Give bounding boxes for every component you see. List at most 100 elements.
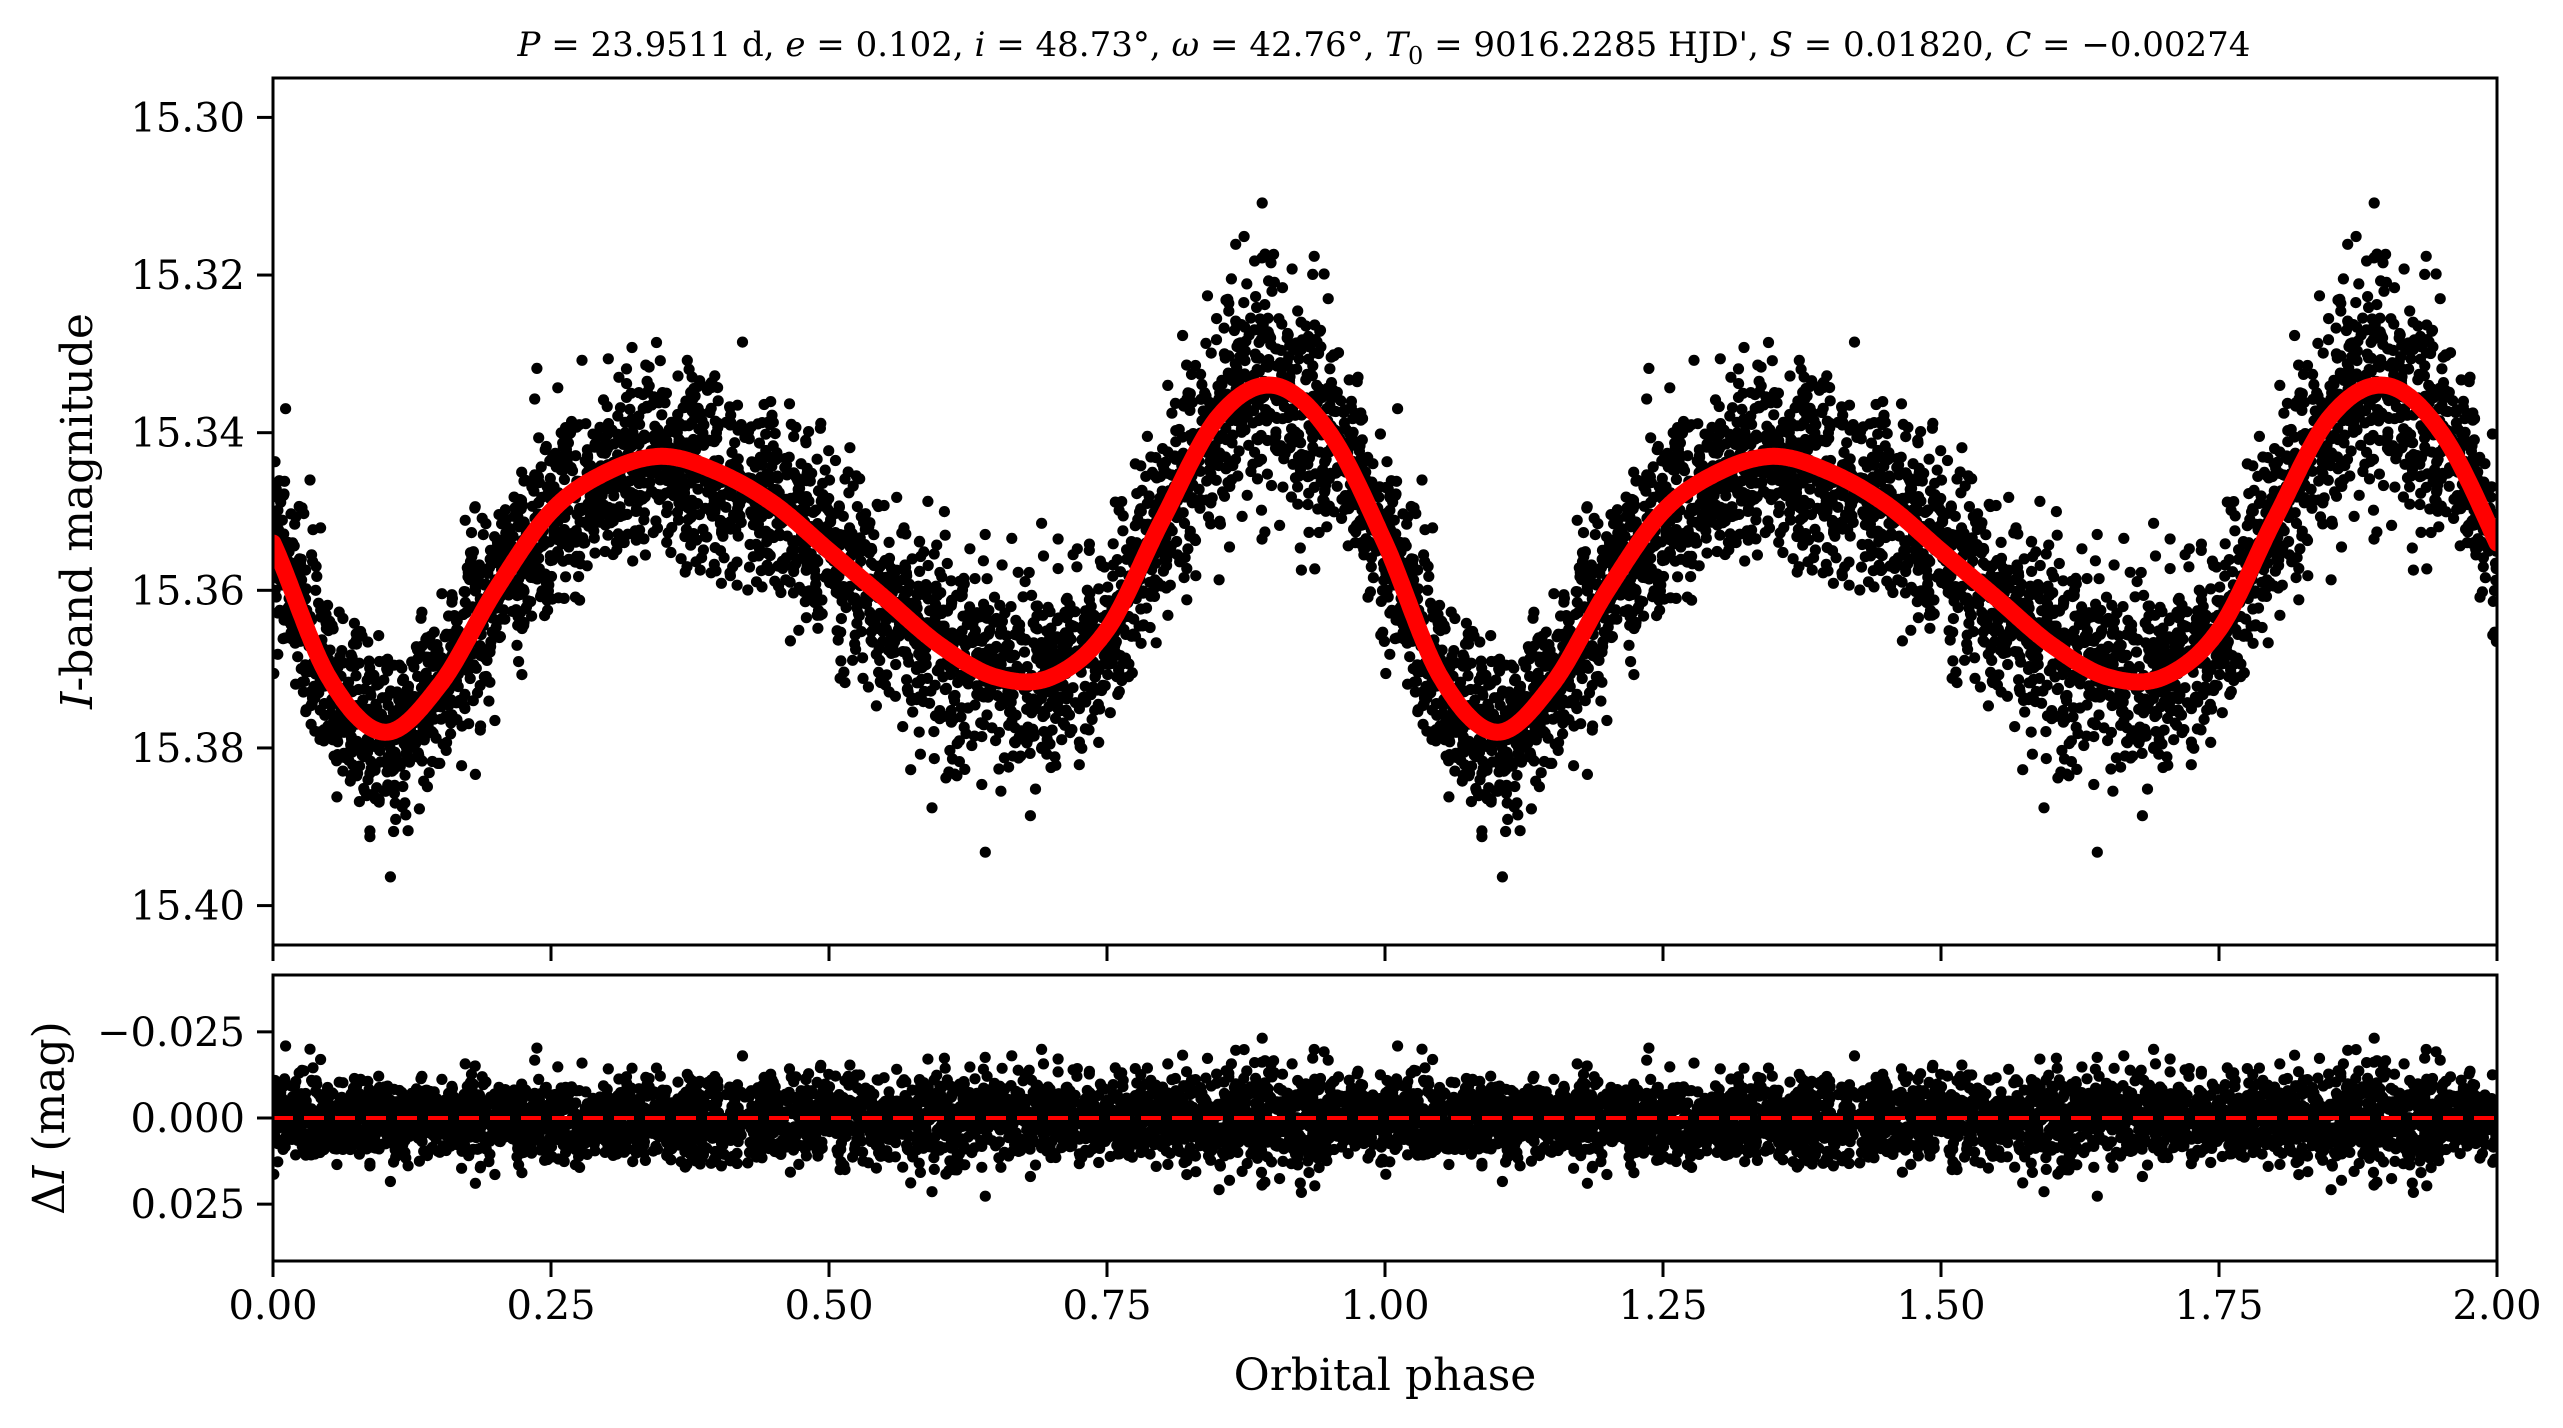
data-point [1239,321,1251,333]
data-point [742,584,754,596]
data-point [1097,679,1109,692]
data-point [1291,363,1303,375]
data-point [1255,453,1268,465]
data-point [1067,682,1079,694]
data-point [1015,725,1027,737]
data-point [511,639,523,651]
data-point [2337,273,2349,285]
data-point [2268,458,2280,470]
data-point [632,433,644,445]
data-point [1226,474,1238,486]
data-point [483,695,495,707]
data-point [1060,704,1072,716]
data-point [1278,453,1290,465]
data-point [996,559,1008,571]
data-point [1259,526,1271,538]
data-point [273,456,281,468]
data-point [709,370,721,382]
data-point [364,831,376,843]
data-point [535,461,547,473]
data-point [1190,570,1202,582]
data-point [665,546,677,559]
data-point [851,617,863,629]
data-point [724,516,737,528]
data-point [727,561,739,573]
data-point [1270,343,1282,355]
data-point [327,726,339,739]
data-point [1313,347,1325,360]
data-point [1380,667,1392,680]
data-point [874,561,886,573]
data-point [1157,443,1169,455]
data-point [580,418,592,430]
data-point [456,693,468,705]
data-point [1253,414,1265,427]
data-point [1959,654,1971,666]
data-point [758,398,770,411]
data-point [1049,751,1061,763]
data-point [638,514,650,526]
data-point [1009,629,1021,641]
data-point [1292,305,1304,317]
data-point [344,775,356,787]
data-point [857,672,869,685]
data-point [557,528,569,540]
data-point [415,612,427,624]
data-point [936,571,948,583]
data-point [998,752,1011,764]
data-point [693,508,706,521]
data-point [981,573,993,585]
data-point [1236,510,1248,522]
data-point [1223,541,1236,553]
data-point [613,371,625,383]
data-point [582,458,594,470]
data-point [1112,688,1124,701]
data-point [1278,401,1290,413]
data-point [639,549,652,561]
data-point [318,698,330,710]
data-point [975,717,987,729]
data-point [907,706,919,718]
data-point [880,571,892,584]
data-point [1133,620,1145,632]
data-point [1174,556,1186,568]
data-point [1073,703,1085,715]
data-point [809,505,821,517]
data-point [1750,514,1762,526]
data-point [273,648,284,660]
data-point [855,510,867,523]
data-point [938,506,951,518]
data-point [897,721,909,733]
data-point [298,507,310,520]
data-point [865,634,877,647]
data-point [464,672,476,685]
data-point [348,660,360,673]
data-point [1269,442,1282,454]
data-point [1225,273,1237,285]
data-point [1514,825,1526,837]
data-point [694,564,706,576]
data-point [402,825,414,837]
data-point [359,683,371,695]
data-point [621,508,633,520]
data-point [388,659,400,671]
data-point [1265,257,1277,269]
data-point [1218,322,1230,334]
data-point [318,735,330,747]
data-point [484,646,496,658]
data-point [706,510,719,522]
data-point [599,545,611,558]
data-point [862,681,875,693]
data-point [1131,488,1143,500]
data-point [681,354,693,366]
data-point [988,591,1001,603]
data-point [1282,411,1294,424]
data-point [878,499,890,512]
data-point [1250,291,1262,303]
data-point [1581,768,1593,781]
data-point [847,654,859,666]
data-point [1135,503,1147,515]
data-point [800,475,813,487]
data-point [1392,403,1404,415]
data-point [357,744,370,756]
